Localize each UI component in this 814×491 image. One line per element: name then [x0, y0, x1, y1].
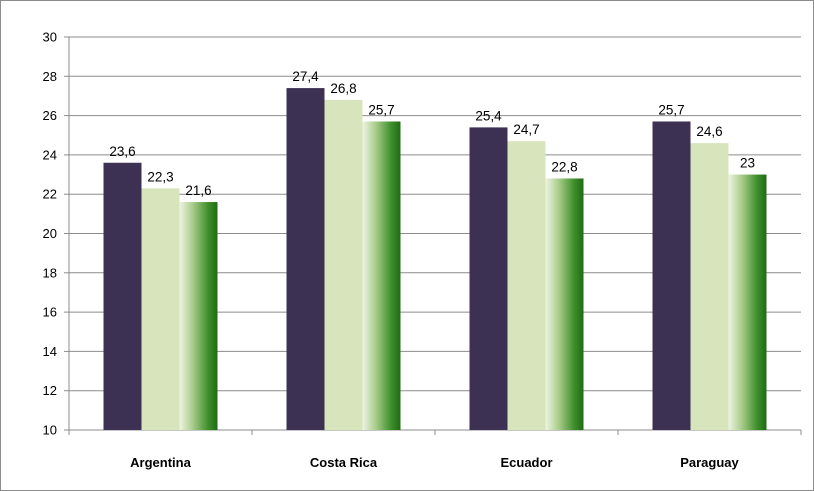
bar [103, 162, 142, 430]
y-tick-label: 14 [43, 344, 57, 359]
bars [103, 88, 767, 431]
data-label: 23 [740, 156, 755, 171]
x-category-label: Argentina [130, 455, 191, 470]
x-category-label: Ecuador [500, 455, 552, 470]
y-tick-label: 24 [43, 147, 57, 162]
y-tick-label: 20 [43, 226, 57, 241]
y-tick-label: 16 [43, 305, 57, 320]
data-label: 25,7 [368, 102, 394, 117]
bar [507, 141, 546, 430]
data-label: 25,7 [658, 102, 684, 117]
bar [728, 174, 767, 430]
bar [362, 121, 401, 431]
bar [179, 202, 218, 430]
data-label: 25,4 [475, 108, 502, 123]
y-tick-label: 28 [43, 69, 57, 84]
data-label: 24,7 [513, 122, 539, 137]
y-tick-label: 30 [43, 30, 57, 45]
y-tick-label: 22 [43, 187, 57, 202]
data-label: 22,3 [147, 169, 173, 184]
data-label: 21,6 [185, 183, 211, 198]
bar [690, 143, 729, 431]
data-label: 22,8 [551, 159, 577, 174]
data-label: 23,6 [109, 144, 135, 159]
data-label: 24,6 [696, 124, 722, 139]
x-category-label: Costa Rica [310, 455, 378, 470]
data-labels: 23,6 22,3 21,6 27,4 26,8 25,7 25,4 24,7 22,8 25,7… [109, 69, 755, 198]
bar [286, 88, 325, 430]
x-category-label: Paraguay [680, 455, 739, 470]
bar [141, 188, 180, 430]
data-label: 26,8 [330, 81, 356, 96]
y-tick-label: 12 [43, 383, 57, 398]
y-tick-label: 18 [43, 265, 57, 280]
bar [545, 178, 584, 430]
y-tick-label: 10 [43, 423, 57, 438]
y-tick-label: 26 [43, 108, 57, 123]
bar [652, 121, 691, 431]
bar [324, 99, 363, 430]
data-label: 27,4 [292, 69, 319, 84]
bar [469, 127, 508, 430]
